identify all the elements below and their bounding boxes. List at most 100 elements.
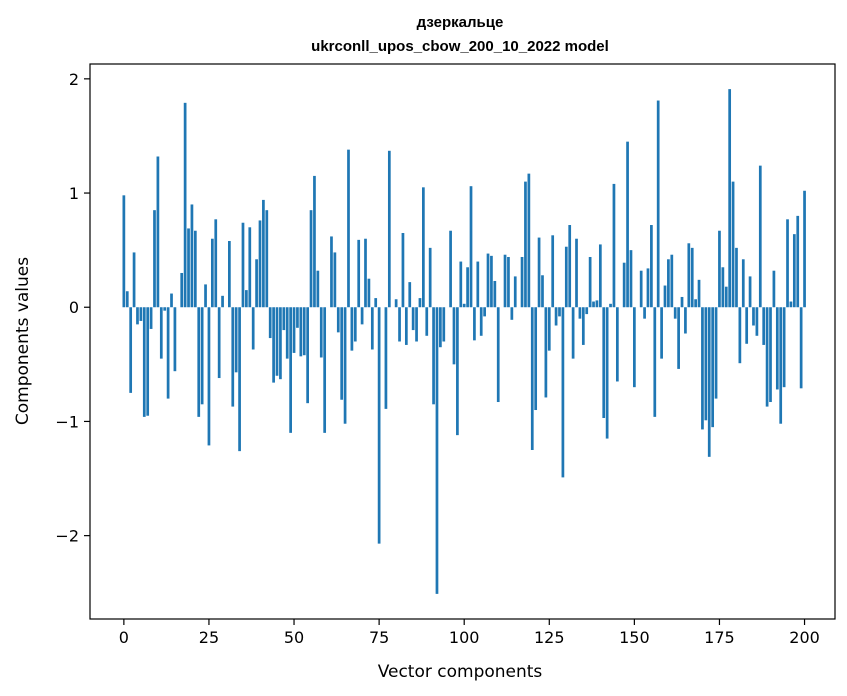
bar — [792, 234, 796, 308]
bar — [353, 307, 357, 342]
bar — [765, 307, 769, 407]
bar — [132, 252, 136, 308]
bar — [319, 307, 323, 358]
bar — [656, 100, 660, 308]
bar — [432, 307, 435, 405]
bar — [364, 238, 367, 308]
y-axis-ticks: −2 −1 0 1 2 — [55, 70, 90, 546]
bar — [422, 187, 425, 308]
bar — [146, 307, 150, 416]
bar — [663, 285, 667, 308]
bar — [401, 233, 405, 308]
bar — [513, 276, 517, 308]
y-axis-label: Components values — [13, 257, 33, 425]
bar — [507, 256, 510, 308]
bar — [258, 220, 262, 308]
bar — [612, 183, 616, 308]
bar — [728, 89, 732, 308]
bar — [384, 307, 388, 409]
bar — [139, 307, 143, 321]
bar — [163, 307, 167, 311]
bar — [527, 173, 531, 308]
bar — [330, 236, 333, 308]
bar — [136, 307, 139, 325]
bar — [622, 262, 626, 308]
bar — [428, 247, 432, 308]
bar — [551, 235, 555, 308]
bar — [775, 307, 779, 390]
bar — [170, 293, 173, 308]
bar — [769, 307, 772, 403]
bar — [578, 307, 582, 319]
bar — [568, 225, 572, 308]
chart-title: дзеркальце — [417, 14, 504, 31]
bar — [714, 307, 718, 399]
bar — [231, 307, 235, 407]
bar — [524, 181, 527, 308]
bar — [718, 230, 721, 308]
bar — [197, 307, 201, 417]
bar — [210, 238, 214, 308]
bar — [207, 307, 211, 446]
bar — [633, 307, 636, 388]
bar — [370, 307, 374, 350]
bar — [592, 301, 595, 308]
bar — [282, 307, 286, 331]
bar — [598, 244, 602, 308]
bar — [496, 307, 500, 403]
bar — [547, 307, 551, 351]
bar — [735, 247, 738, 308]
bar — [336, 307, 340, 333]
bar — [520, 256, 524, 308]
bar — [149, 307, 153, 329]
bar — [214, 219, 218, 308]
bar — [439, 307, 442, 348]
bar — [789, 301, 793, 308]
bars-group — [122, 89, 806, 594]
bar — [581, 307, 585, 345]
bar — [782, 307, 786, 388]
chart-subtitle: ukrconll_upos_cbow_200_10_2022 model — [311, 38, 609, 55]
bar — [503, 254, 507, 308]
bar — [762, 307, 766, 345]
bar — [530, 307, 534, 450]
bar — [677, 307, 680, 369]
bar — [159, 307, 163, 359]
bar — [510, 307, 514, 320]
bar — [187, 228, 190, 308]
bar — [265, 210, 269, 308]
bar — [731, 181, 735, 308]
x-tick-label: 100 — [449, 628, 480, 647]
bar — [755, 307, 759, 336]
bar — [204, 284, 207, 308]
bar — [479, 307, 483, 336]
bar — [357, 239, 361, 308]
bar — [166, 307, 170, 399]
bar — [425, 307, 429, 336]
bar — [221, 295, 224, 308]
bar — [704, 307, 708, 421]
bar — [803, 190, 806, 308]
bar — [639, 270, 643, 308]
bar — [741, 259, 745, 308]
bar — [245, 290, 248, 308]
bar — [183, 102, 187, 308]
bar — [690, 247, 694, 308]
bar — [217, 307, 221, 379]
bar — [306, 307, 309, 404]
bar — [469, 186, 473, 308]
y-tick-label: 2 — [69, 70, 79, 89]
bar — [745, 307, 749, 344]
bar — [558, 307, 561, 317]
bar — [367, 278, 371, 308]
bar — [653, 307, 657, 417]
bar — [459, 261, 463, 308]
x-axis-label: Vector components — [378, 662, 543, 682]
bar — [313, 175, 316, 308]
bar — [660, 307, 663, 359]
bar — [605, 307, 609, 439]
bar — [796, 215, 800, 308]
bar — [180, 272, 184, 308]
x-tick-label: 175 — [704, 628, 735, 647]
bar — [615, 307, 619, 382]
